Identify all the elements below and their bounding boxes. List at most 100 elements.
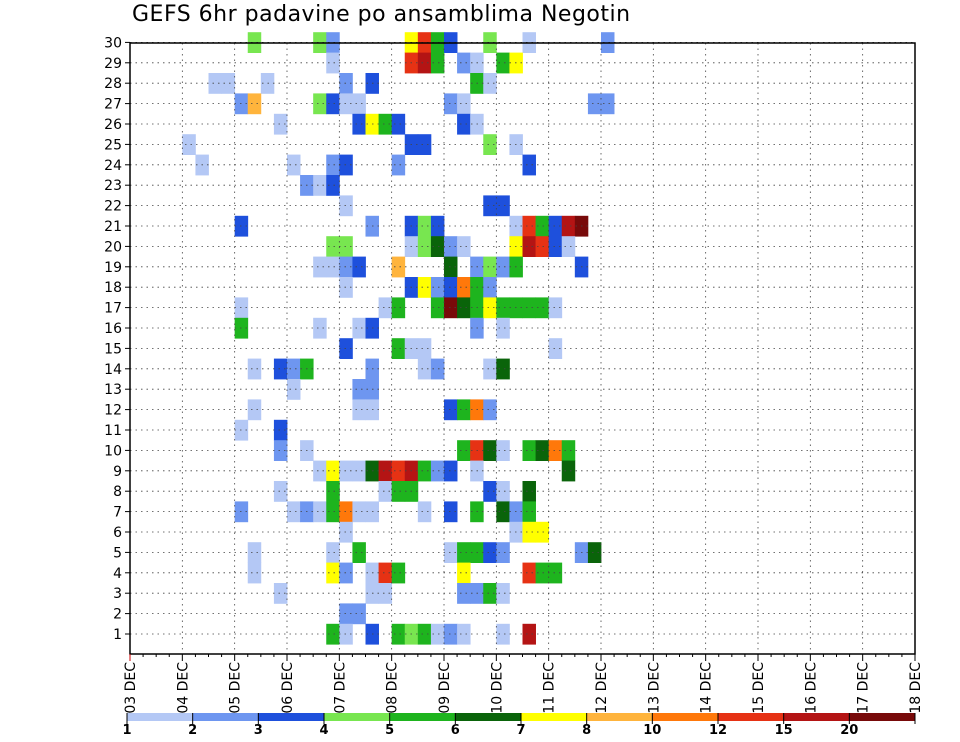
heatmap-cell (496, 297, 510, 319)
heatmap-cell (326, 236, 340, 257)
heatmap-cell (273, 419, 288, 441)
heatmap-cell (444, 542, 458, 563)
heatmap-cell (417, 501, 432, 523)
heatmap-cell (352, 256, 366, 278)
x-tick-label: 07 DEC (332, 662, 348, 714)
heatmap-cell (430, 358, 445, 380)
colorbar-label: 4 (319, 723, 328, 738)
colorbar-label: 8 (582, 723, 591, 738)
heatmap-cell (391, 154, 406, 176)
colorbar-label: 3 (254, 723, 263, 738)
heatmap-cell (378, 562, 393, 584)
x-tick-label: 06 DEC (280, 662, 296, 714)
heatmap-cell (496, 52, 510, 74)
heatmap-cell (457, 583, 471, 604)
heatmap-cell (496, 195, 510, 217)
heatmap-cell (339, 236, 353, 257)
heatmap-cell (287, 501, 301, 523)
colorbar-segment (783, 713, 850, 721)
y-tick-label: 2 (113, 607, 122, 623)
heatmap-cell (430, 52, 445, 74)
heatmap-cell (444, 501, 458, 523)
heatmap-cell (339, 603, 353, 625)
heatmap-cell (522, 481, 536, 502)
x-tick-label: 03 DEC (123, 662, 139, 714)
heatmap-cell (378, 297, 393, 319)
y-tick-label: 22 (104, 199, 122, 215)
heatmap-cell (457, 562, 471, 584)
x-tick-label: 04 DEC (175, 662, 191, 714)
y-tick-label: 13 (104, 382, 122, 398)
heatmap-cell (457, 93, 471, 115)
heatmap-cell (326, 154, 340, 176)
heatmap-cell (561, 460, 576, 482)
heatmap-cell (287, 358, 301, 380)
heatmap-cell (339, 73, 353, 94)
heatmap-cell (326, 562, 340, 584)
heatmap-cell (457, 440, 471, 461)
heatmap-cell (352, 93, 366, 115)
y-tick-label: 3 (113, 586, 122, 602)
y-tick-label: 1 (113, 627, 122, 643)
heatmap-cell (587, 542, 602, 563)
heatmap-cell (313, 460, 327, 482)
heatmap-cell (273, 481, 288, 502)
heatmap-cell (496, 583, 510, 604)
heatmap-cell (601, 93, 615, 115)
heatmap-cell (522, 215, 536, 237)
heatmap-cell (391, 113, 406, 135)
y-tick-label: 26 (104, 117, 122, 133)
heatmap-cell (444, 236, 458, 257)
heatmap-cell (352, 113, 366, 135)
heatmap-cell (535, 215, 550, 237)
x-tick-label: 14 DEC (699, 662, 715, 714)
heatmap-cell (208, 73, 222, 94)
heatmap-cell (339, 501, 353, 523)
heatmap-cell (444, 297, 458, 319)
heatmap-cell (522, 501, 536, 523)
heatmap-cell (483, 277, 497, 298)
heatmap-cell (483, 256, 497, 278)
colorbar-label: 2 (188, 723, 197, 738)
heatmap-cell (417, 358, 432, 380)
y-tick-label: 7 (113, 505, 122, 521)
heatmap-cell (417, 236, 432, 257)
heatmap-cell (313, 501, 327, 523)
heatmap-cell (326, 481, 340, 502)
heatmap-cell (457, 236, 471, 257)
heatmap-cell (548, 440, 563, 461)
heatmap-cell (444, 623, 458, 645)
colorbar-label: 10 (643, 723, 661, 738)
heatmap-cell (247, 93, 262, 115)
heatmap-cell (352, 501, 366, 523)
heatmap-cell (496, 358, 510, 380)
heatmap-cell (247, 562, 262, 584)
colorbar-label: 20 (840, 723, 858, 738)
y-tick-label: 21 (104, 219, 122, 235)
x-tick-label: 16 DEC (803, 662, 819, 714)
heatmap-cell (417, 623, 432, 645)
colorbar-segment (192, 713, 259, 721)
y-tick-label: 8 (113, 484, 122, 500)
heatmap-cell (496, 440, 510, 461)
heatmap-cell (496, 256, 510, 278)
heatmap-cell (444, 277, 458, 298)
heatmap-cell (496, 623, 510, 645)
y-tick-label: 4 (113, 566, 122, 582)
heatmap-cell (247, 358, 262, 380)
y-tick-label: 25 (104, 137, 122, 153)
heatmap-cell (326, 175, 340, 196)
x-tick-label: 11 DEC (542, 662, 558, 714)
heatmap-cell (391, 338, 406, 359)
x-axis: 03 DEC 04 DEC 05 DEC 06 DEC 07 DEC 08 DEC 09 D… (123, 654, 924, 714)
colorbar-label: 15 (775, 723, 793, 738)
heatmap-cell (391, 562, 406, 584)
heatmap-cell (483, 134, 497, 155)
x-tick-label: 10 DEC (489, 662, 505, 714)
y-tick-label: 17 (104, 301, 122, 317)
heatmap-cell (430, 623, 445, 645)
heatmap-cell (352, 317, 366, 339)
colorbar-segment (849, 713, 916, 721)
y-tick-label: 20 (104, 239, 122, 255)
y-tick-label: 14 (104, 362, 122, 378)
